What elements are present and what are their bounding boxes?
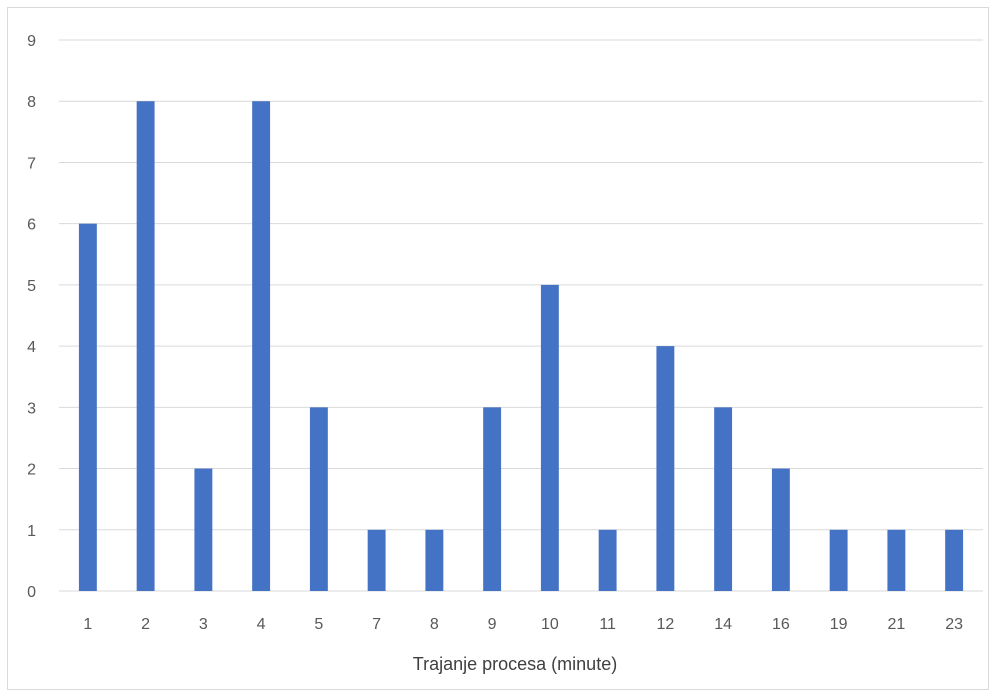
x-tick-label: 1 — [83, 616, 92, 633]
x-tick-label: 16 — [772, 616, 790, 633]
y-axis-ticks: 0 1 2 3 4 5 6 7 8 9 — [27, 33, 36, 601]
x-tick-label: 23 — [945, 616, 963, 633]
bar-4 — [252, 101, 271, 591]
bar-16 — [771, 468, 790, 591]
y-tick-label: 0 — [27, 584, 36, 601]
y-tick-label: 9 — [27, 33, 36, 50]
x-tick-label: 9 — [488, 616, 497, 633]
x-tick-label: 12 — [656, 616, 674, 633]
bar-5 — [309, 407, 328, 591]
x-axis-title: Trajanje procesa (minute) — [413, 654, 617, 674]
x-tick-label: 8 — [430, 616, 439, 633]
x-axis-ticks: 1 2 3 4 5 7 8 9 10 11 12 14 16 19 21 23 — [83, 616, 963, 633]
x-tick-label: 10 — [541, 616, 559, 633]
x-tick-label: 11 — [599, 616, 616, 633]
gridlines — [59, 39, 983, 592]
x-tick-label: 19 — [830, 616, 848, 633]
x-tick-label: 4 — [257, 616, 266, 633]
bar-2 — [136, 101, 155, 591]
bar-3 — [194, 468, 213, 591]
y-tick-label: 6 — [27, 217, 36, 234]
bars — [78, 101, 964, 591]
x-tick-label: 21 — [887, 616, 905, 633]
x-tick-label: 2 — [141, 616, 150, 633]
y-tick-label: 1 — [27, 523, 36, 540]
y-tick-label: 4 — [27, 339, 36, 356]
y-tick-label: 5 — [27, 278, 36, 295]
bar-10 — [540, 284, 559, 591]
bar-7 — [367, 529, 386, 591]
bar-1 — [78, 223, 97, 591]
bar-23 — [945, 529, 964, 591]
y-tick-label: 7 — [27, 155, 36, 172]
y-tick-label: 8 — [27, 94, 36, 111]
bar-21 — [887, 529, 906, 591]
bar-8 — [425, 529, 444, 591]
x-tick-label: 7 — [372, 616, 381, 633]
x-tick-label: 3 — [199, 616, 208, 633]
y-tick-label: 2 — [27, 462, 36, 479]
bar-14 — [714, 407, 733, 591]
x-tick-label: 14 — [714, 616, 732, 633]
bar-9 — [483, 407, 502, 591]
bar-19 — [829, 529, 848, 591]
bar-11 — [598, 529, 617, 591]
y-tick-label: 3 — [27, 400, 36, 417]
bar-12 — [656, 346, 675, 591]
x-tick-label: 5 — [314, 616, 323, 633]
